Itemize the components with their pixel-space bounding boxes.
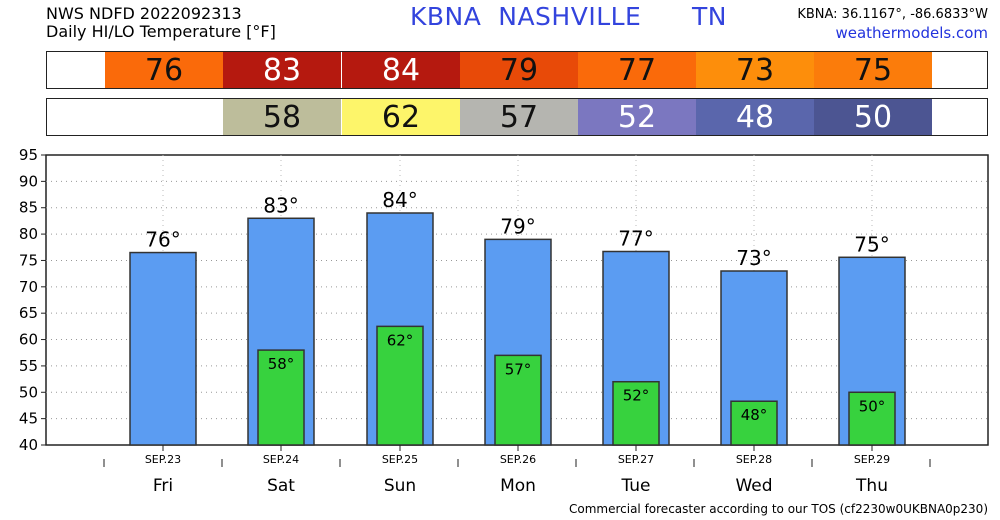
hi-temp-cell: 84 [342, 52, 460, 88]
weekday-label: Mon [500, 476, 536, 496]
hi-temp-cell: 76 [105, 52, 223, 88]
lo-bar [848, 391, 896, 446]
weekday-label: Sat [267, 476, 295, 496]
lo-temp-cell: 52 [578, 99, 696, 135]
lo-bar-label: 57° [505, 360, 532, 378]
date-label: SEP.23 [145, 453, 181, 466]
lo-bar [730, 400, 778, 446]
hi-bar-label: 79° [500, 214, 535, 238]
date-label: SEP.26 [500, 453, 536, 466]
model-run-label: NWS NDFD 2022092313 [46, 4, 242, 23]
y-tick-label: 65 [19, 304, 38, 322]
station-title: KBNA NASHVILLE TN [410, 2, 727, 31]
hi-temp-strip: 76 83 84 79 77 73 75 [46, 51, 988, 89]
date-label: SEP.28 [736, 453, 772, 466]
lo-temp-cell: 50 [814, 99, 932, 135]
y-tick-label: 90 [19, 172, 38, 190]
weekday-label: Sun [384, 476, 416, 496]
lo-bar-label: 62° [387, 331, 414, 349]
date-label: SEP.27 [618, 453, 654, 466]
y-tick-label: 95 [19, 146, 38, 164]
hi-bar-label: 75° [854, 232, 889, 256]
header-right: KBNA: 36.1167°, -86.6833°W weathermodels… [797, 6, 988, 42]
y-tick-label: 60 [19, 331, 38, 349]
y-tick-label: 40 [19, 436, 38, 454]
hi-bar-label: 84° [382, 188, 417, 212]
y-tick-label: 50 [19, 383, 38, 401]
lo-temp-cell: 62 [342, 99, 460, 135]
lo-temp-cell: 58 [223, 99, 341, 135]
hi-temp-cell: 83 [223, 52, 341, 88]
header-left: NWS NDFD 2022092313 Daily HI/LO Temperat… [46, 5, 276, 41]
hi-bar-label: 77° [618, 226, 653, 250]
hi-temp-cell: 75 [814, 52, 932, 88]
lo-bar-label: 50° [859, 397, 886, 415]
hi-bar-label: 76° [145, 228, 180, 252]
weekday-label: Fri [153, 476, 173, 496]
hi-bar-label: 83° [263, 193, 298, 217]
y-tick-label: 75 [19, 251, 38, 269]
station-coords: KBNA: 36.1167°, -86.6833°W [797, 7, 988, 22]
hi-bar [129, 251, 197, 446]
hi-temp-cell: 73 [696, 52, 814, 88]
y-tick-label: 80 [19, 225, 38, 243]
lo-bar [612, 380, 660, 446]
site-link[interactable]: weathermodels.com [835, 24, 988, 42]
lo-temp-cell: 48 [696, 99, 814, 135]
product-label: Daily HI/LO Temperature [°F] [46, 22, 276, 41]
lo-temp-cell: 57 [460, 99, 578, 135]
lo-bar-label: 58° [268, 355, 295, 373]
weekday-label: Tue [620, 476, 650, 496]
lo-bar-label: 52° [623, 387, 650, 405]
footer-note: Commercial forecaster according to our T… [568, 502, 988, 516]
weekday-label: Wed [735, 476, 772, 496]
lo-bar [494, 354, 542, 446]
hi-bar-label: 73° [736, 246, 771, 270]
date-label: SEP.24 [263, 453, 299, 466]
hi-temp-cell: 77 [578, 52, 696, 88]
hi-temp-cell: 79 [460, 52, 578, 88]
date-label: SEP.29 [854, 453, 890, 466]
weekday-label: Thu [855, 476, 888, 496]
y-tick-label: 85 [19, 199, 38, 217]
y-tick-label: 55 [19, 357, 38, 375]
date-label: SEP.25 [382, 453, 418, 466]
y-tick-label: 70 [19, 278, 38, 296]
lo-bar-label: 48° [741, 406, 768, 424]
lo-temp-strip: 58 62 57 52 48 50 [46, 98, 988, 136]
lo-temp-cell [105, 99, 223, 135]
y-tick-label: 45 [19, 410, 38, 428]
